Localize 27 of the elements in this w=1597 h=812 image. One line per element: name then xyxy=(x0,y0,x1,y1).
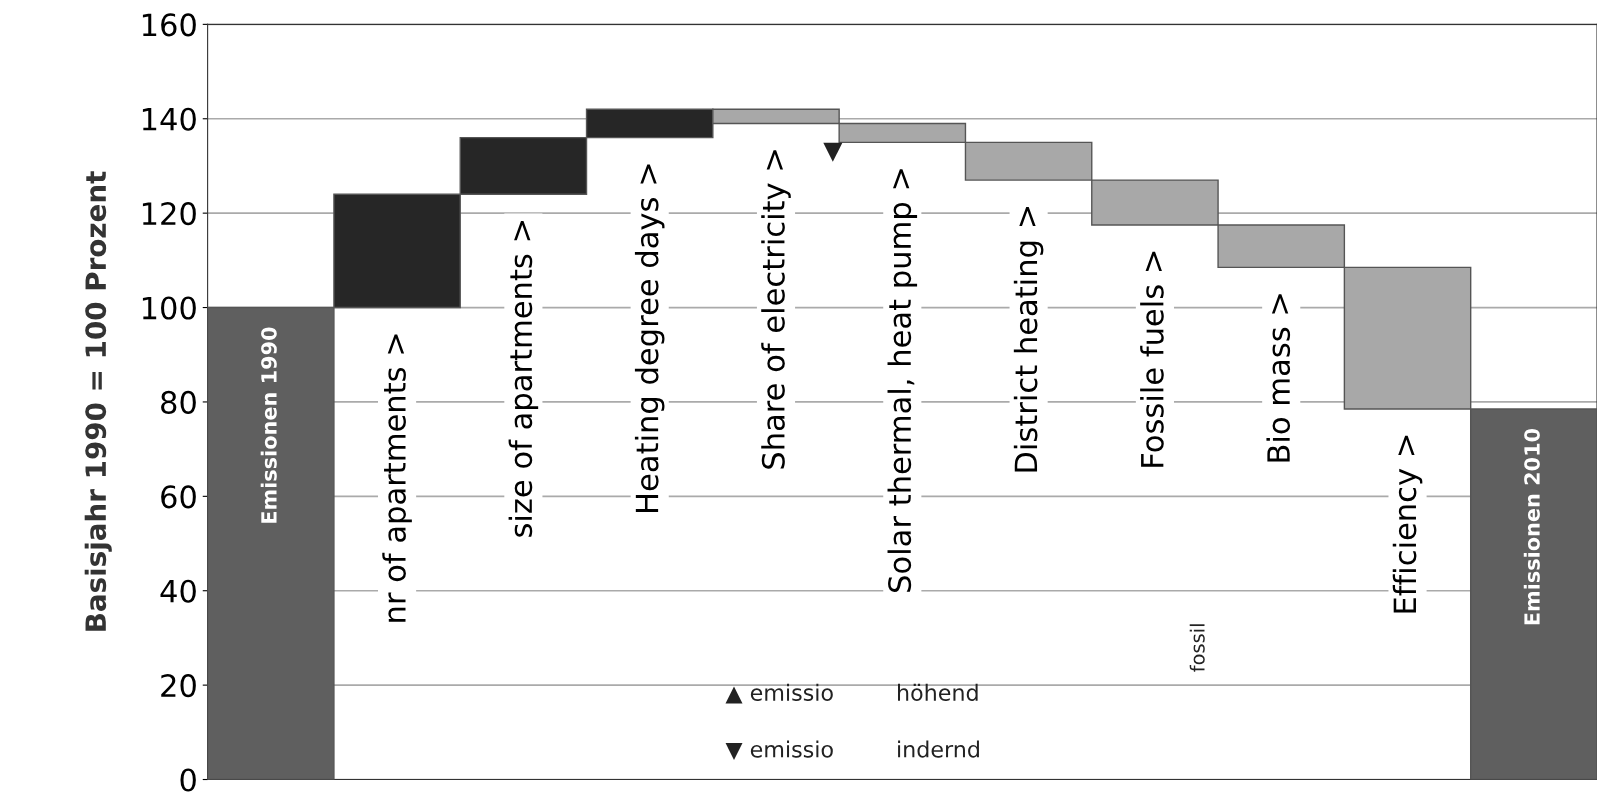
x-tick-label: nr of apartments > xyxy=(382,334,412,622)
annotation: ▲ emissio xyxy=(725,683,833,704)
y-tick-label: 160 xyxy=(142,13,196,37)
x-tick-label: Fossile fuels > xyxy=(1140,251,1164,467)
y-tick-label: 80 xyxy=(161,390,196,414)
y-tick-label: 140 xyxy=(142,107,196,131)
annotation: fossil xyxy=(1189,624,1205,672)
y-tick-label: 60 xyxy=(161,485,196,509)
y-tick-label: 40 xyxy=(160,579,196,603)
y-tick-label: 100 xyxy=(142,296,196,320)
x-tick-label: Efficiency > xyxy=(1392,435,1423,613)
x-tick-label: Emissionen 1990 xyxy=(260,327,277,523)
x-tick-label: Share of electricity > xyxy=(761,150,791,469)
annotation: ▼ xyxy=(823,142,843,162)
x-tick-label: Solar thermal, heat pump > xyxy=(887,169,918,592)
y-tick-label: 20 xyxy=(161,674,196,698)
annotation: höhend xyxy=(898,683,978,702)
x-tick-label: size of apartments > xyxy=(508,221,539,537)
x-tick-label: District heating > xyxy=(1013,206,1044,472)
y-axis-title: Basisjahr 1990 = 100 Prozent xyxy=(84,171,112,631)
x-tick-label: Bio mass > xyxy=(1266,294,1291,462)
annotation: ▼ emissio xyxy=(725,740,833,761)
x-tick-label: Heating degree days > xyxy=(634,164,665,512)
annotation: indernd xyxy=(898,740,979,758)
y-tick-label: 0 xyxy=(180,768,196,792)
x-tick-label: Emissionen 2010 xyxy=(1523,428,1540,625)
y-tick-label: 120 xyxy=(142,202,196,226)
